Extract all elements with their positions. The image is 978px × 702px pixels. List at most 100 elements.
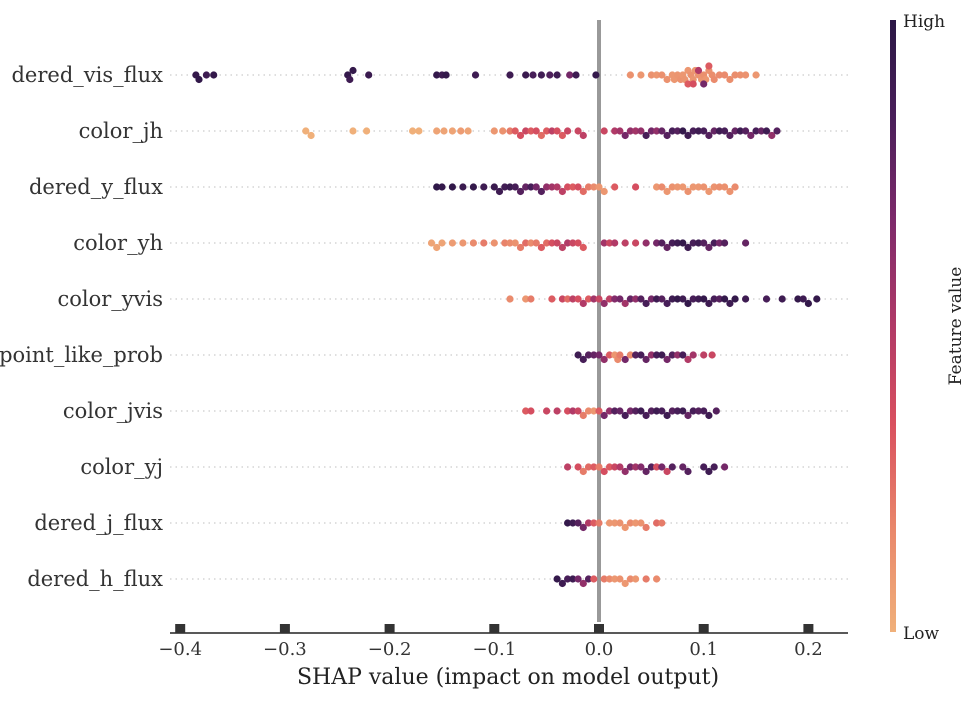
shap-point	[684, 467, 692, 476]
shap-point	[689, 407, 697, 415]
shap-point	[653, 295, 661, 303]
shap-point	[590, 183, 598, 191]
shap-point	[694, 127, 703, 135]
x-tick-label: −0.3	[263, 639, 307, 660]
shap-point	[616, 351, 624, 359]
shap-point	[621, 299, 629, 308]
shap-point	[658, 519, 666, 527]
shap-point	[647, 463, 656, 471]
shap-point	[726, 75, 734, 84]
shap-point	[448, 239, 456, 247]
shap-point	[700, 407, 708, 415]
shap-point	[433, 71, 441, 79]
shap-point	[642, 299, 650, 308]
shap-point	[632, 183, 640, 191]
shap-point	[626, 295, 635, 303]
shap-point	[302, 127, 310, 135]
shap-point	[762, 295, 771, 303]
shap-point	[752, 127, 760, 135]
shap-point	[663, 187, 671, 196]
shap-point	[590, 575, 598, 583]
shap-point	[590, 295, 598, 303]
shap-point	[700, 463, 708, 471]
feature-label: color_yh	[73, 231, 163, 255]
shap-point	[663, 131, 671, 140]
shap-point	[490, 183, 498, 191]
shap-point	[721, 463, 729, 471]
shap-point	[548, 183, 556, 191]
shap-point	[506, 71, 514, 79]
shap-point	[611, 183, 619, 191]
x-tick-mark	[489, 624, 500, 633]
shap-point	[611, 519, 619, 527]
shap-point	[442, 71, 450, 79]
shap-point	[537, 71, 546, 79]
shap-point	[668, 407, 676, 415]
feature-label: color_yj	[80, 455, 163, 479]
x-tick-label: −0.4	[158, 639, 202, 660]
shap-point	[558, 131, 567, 140]
shap-point	[438, 183, 446, 191]
shap-point	[553, 407, 561, 415]
shap-point	[527, 127, 535, 135]
shap-point	[448, 183, 456, 191]
shap-point	[574, 239, 582, 247]
shap-point	[611, 407, 619, 415]
shap-point	[663, 355, 671, 364]
shap-point	[584, 295, 593, 303]
shap-point	[574, 183, 582, 191]
shap-point	[590, 407, 598, 415]
shap-point	[813, 295, 821, 303]
shap-point	[752, 71, 760, 79]
shap-point	[626, 463, 635, 471]
shap-point	[501, 239, 509, 247]
shap-point	[511, 183, 519, 191]
shap-point	[626, 71, 635, 79]
shap-point	[590, 351, 598, 359]
shap-point	[700, 351, 708, 359]
shap-point	[668, 183, 676, 191]
shap-point	[579, 299, 587, 308]
shap-point	[626, 407, 635, 415]
shap-point	[668, 463, 676, 471]
colorbar-gradient	[890, 20, 896, 632]
shap-point	[658, 239, 666, 247]
shap-point	[721, 183, 729, 191]
shap-point	[684, 131, 692, 140]
shap-point	[731, 183, 739, 191]
shap-point	[653, 407, 661, 415]
shap-point	[564, 575, 572, 583]
shap-point	[762, 127, 771, 135]
shap-point	[726, 299, 734, 308]
shap-point	[700, 295, 708, 303]
shap-point	[600, 127, 608, 135]
shap-point	[537, 187, 546, 196]
shap-point	[653, 463, 661, 471]
shap-point	[637, 519, 645, 527]
shap-point	[579, 579, 587, 588]
shap-point	[569, 295, 577, 303]
shap-point	[584, 183, 593, 191]
shap-point	[490, 239, 498, 247]
shap-point	[804, 299, 813, 308]
shap-point	[647, 407, 656, 415]
shap-point	[747, 131, 755, 140]
feature-label: color_jh	[79, 119, 163, 143]
shap-point	[621, 355, 629, 364]
shap-point	[590, 519, 598, 527]
shap-point	[527, 183, 535, 191]
shap-point	[569, 519, 577, 527]
colorbar: High Low Feature value	[890, 12, 966, 644]
shap-point	[799, 295, 807, 303]
shap-point	[626, 519, 635, 527]
shap-point	[731, 71, 739, 79]
shap-point	[679, 183, 687, 191]
shap-point	[548, 127, 556, 135]
shap-point	[700, 127, 708, 135]
shap-point	[611, 575, 619, 583]
shap-point	[532, 127, 540, 135]
shap-point	[642, 575, 650, 583]
shap-point	[689, 80, 697, 88]
shap-point	[469, 183, 477, 191]
shap-point	[642, 131, 650, 140]
